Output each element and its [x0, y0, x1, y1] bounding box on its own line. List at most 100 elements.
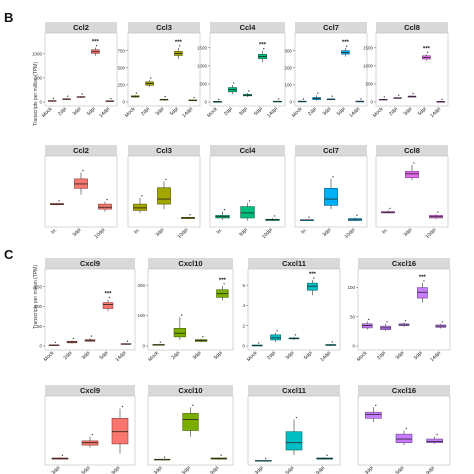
outlier-point: [317, 92, 319, 94]
strip-bg: [148, 258, 233, 269]
y-tick-label: 500: [199, 82, 207, 87]
y-tick-label: 300: [284, 48, 292, 53]
x-tick-label: 3dpi: [154, 106, 165, 117]
y-tick-label: 150: [34, 284, 42, 289]
outlier-point: [273, 215, 276, 217]
x-tick-label: 2dpi: [57, 106, 68, 117]
box: [417, 287, 428, 299]
x-tick-label: 3dpi: [284, 350, 295, 361]
panel-title: Ccl4: [240, 146, 257, 155]
x-tick-label: 10dpi: [261, 227, 274, 240]
outlier-point: [278, 98, 280, 100]
x-tick-label: 10dpi: [425, 227, 438, 240]
x-tick-label: 3dpi: [394, 350, 405, 361]
strip-bg: [248, 258, 340, 269]
significance-marker: ***: [342, 40, 350, 46]
box: [102, 302, 114, 309]
panel-4: Ccl8 0 500 1000 1500 Mock 2dpi 3dpi 5dpi *** 14dpi: [363, 22, 449, 119]
outlier-point: [233, 82, 235, 84]
box: [133, 203, 147, 211]
box: [426, 438, 443, 444]
x-tick-label: 3dpi: [71, 106, 82, 117]
x-tick-label: 5dpi: [169, 106, 180, 117]
strip-bg: [248, 385, 340, 396]
outlier-point: [108, 296, 111, 299]
strip-bg: [376, 145, 448, 156]
y-tick-label: 500: [34, 76, 42, 81]
outlier-point: [423, 280, 425, 282]
box: [98, 203, 112, 210]
x-tick-label: 2dpi: [223, 106, 234, 117]
outlier-point: [441, 321, 444, 323]
plot-area: [247, 268, 341, 351]
panel-16: Cxcl11 3dpi 5dpi 9dpi: [247, 385, 341, 474]
outlier-point: [81, 93, 83, 95]
strip-bg: [128, 22, 200, 33]
x-tick-label: 2dpi: [307, 106, 318, 117]
outlier-point: [67, 95, 69, 97]
panel-1: Ccl3 0 250 500 750 Mock 2dpi 3dpi 5dpi *** 14dpi: [117, 22, 201, 119]
x-tick-label: 3dpi: [321, 106, 332, 117]
outlier-point: [106, 198, 108, 201]
outlier-point: [332, 176, 334, 178]
panel-2: Ccl4 0 500 1000 1500 Mock 2dpi 3dpi 5dpi *** 14dpi: [197, 22, 286, 119]
x-tick-label: 14dpi: [348, 106, 361, 119]
x-tick-label: Irr.: [50, 227, 58, 235]
x-tick-label: 5dpi: [336, 106, 347, 117]
x-tick-label: 5dpi: [413, 350, 424, 361]
panel-title: Ccl2: [73, 23, 89, 32]
x-tick-label: 3dpi: [321, 227, 332, 238]
outlier-point: [375, 404, 377, 407]
outlier-point: [220, 454, 222, 457]
y-tick-label: 0: [370, 100, 373, 105]
outlier-point: [141, 195, 143, 197]
strip-bg: [295, 145, 367, 156]
outlier-point: [193, 96, 195, 99]
outlier-point: [135, 92, 138, 94]
x-tick-label: 5dpi: [86, 106, 97, 117]
y-tick-label: 4: [242, 303, 245, 308]
outlier-point: [72, 337, 75, 340]
x-tick-label: 10dpi: [344, 227, 357, 240]
x-tick-label: 2dpi: [376, 350, 387, 361]
x-tick-label: 5dpi: [98, 350, 109, 361]
x-tick-label: 3dpi: [71, 227, 82, 238]
x-tick-label: 3dpi: [154, 227, 165, 238]
strip-bg: [45, 258, 135, 269]
outlier-point: [413, 162, 415, 164]
outlier-point: [91, 433, 94, 436]
panel-5: Ccl2 Irr. 3dpi 10dpi: [44, 145, 118, 240]
box: [395, 433, 413, 444]
box: [405, 171, 419, 178]
strip-bg: [210, 145, 285, 156]
significance-marker: ***: [175, 40, 183, 46]
panel-title: Ccl8: [404, 23, 420, 32]
panel-title: Cxcl16: [392, 386, 416, 395]
outlier-point: [165, 178, 167, 181]
x-tick-label: 14dpi: [429, 350, 442, 363]
y-tick-label: 0: [122, 100, 125, 105]
strip-bg: [358, 258, 450, 269]
y-tick-label: 100: [347, 285, 355, 290]
outlier-point: [345, 45, 348, 47]
y-tick-label: 0: [142, 344, 145, 349]
significance-marker: ***: [419, 275, 427, 281]
x-tick-label: 14dpi: [429, 106, 442, 119]
outlier-point: [412, 92, 414, 95]
y-tick-label: 100: [34, 304, 42, 309]
x-tick-label: Irr.: [381, 227, 389, 235]
panel-13: Cxcl16 0 50 100 Mock 2dpi 3dpi 5dpi *** 14dpi: [347, 258, 451, 363]
significance-marker: ***: [219, 278, 227, 284]
panel-title: Ccl2: [73, 146, 89, 155]
panel-title: Cxcl10: [178, 386, 202, 395]
plot-area: [375, 32, 449, 107]
outlier-point: [218, 98, 220, 101]
significance-marker: ***: [309, 272, 317, 278]
outlier-point: [302, 98, 305, 100]
x-tick-label: Mock: [372, 106, 385, 119]
box: [182, 413, 199, 431]
outlier-point: [258, 342, 260, 344]
panel-title: Ccl3: [156, 23, 172, 32]
x-tick-label: 2dpi: [266, 350, 277, 361]
